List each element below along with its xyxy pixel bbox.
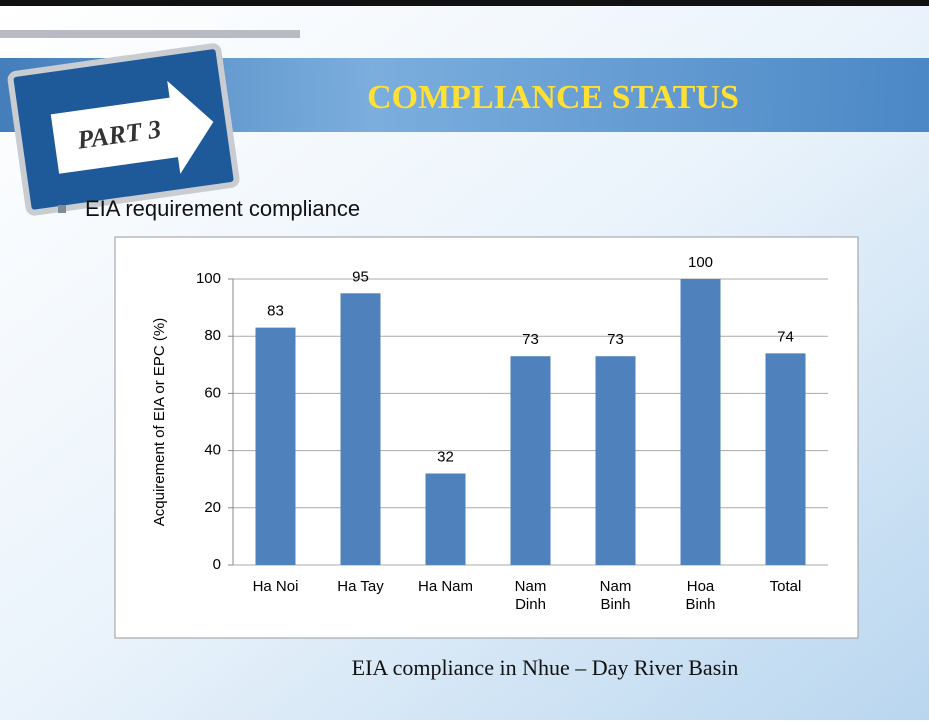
y-axis-label: Acquirement of EIA or EPC (%) (151, 318, 168, 526)
bar (595, 356, 636, 565)
caption: EIA compliance in Nhue – Day River Basin (352, 655, 739, 680)
slide-title: COMPLIANCE STATUS (367, 79, 739, 116)
bar (340, 293, 381, 565)
chart-frame (114, 236, 859, 639)
x-tick-label: Total (770, 578, 802, 595)
x-tick-label: Ha Noi (253, 578, 299, 595)
value-label: 83 (267, 303, 284, 320)
sign-pole (0, 30, 300, 38)
bullet-text: EIA requirement compliance (85, 196, 360, 221)
bar (765, 353, 806, 565)
y-tick-label: 0 (213, 556, 221, 573)
value-label: 74 (777, 328, 794, 345)
y-tick-label: 20 (204, 499, 221, 516)
x-tick-label: Ha Nam (418, 578, 473, 595)
y-tick-label: 40 (204, 442, 221, 459)
x-tick-label: Ha Tay (337, 578, 384, 595)
value-label: 73 (607, 331, 624, 348)
bar (680, 279, 721, 565)
bar (255, 327, 296, 565)
sign: PART 3 (7, 43, 240, 216)
chart: 0 20 40 60 80 100 Ha Noi 83 Ha Tay 95 Ha Nam 32 Nam D… (196, 254, 828, 613)
x-tick-label: Hoa Binh (685, 578, 715, 613)
bar (510, 356, 551, 565)
y-tick-label: 60 (204, 384, 221, 401)
bar (425, 473, 466, 565)
value-label: 32 (437, 448, 454, 465)
value-label: 95 (352, 268, 369, 285)
bullet-marker (58, 205, 66, 213)
x-tick-label: Nam Dinh (515, 578, 547, 613)
x-tick-label: Nam Binh (600, 578, 632, 613)
value-label: 100 (688, 254, 713, 271)
y-tick-label: 80 (204, 327, 221, 344)
value-label: 73 (522, 331, 539, 348)
top-rule (0, 0, 929, 6)
y-tick-label: 100 (196, 270, 221, 287)
